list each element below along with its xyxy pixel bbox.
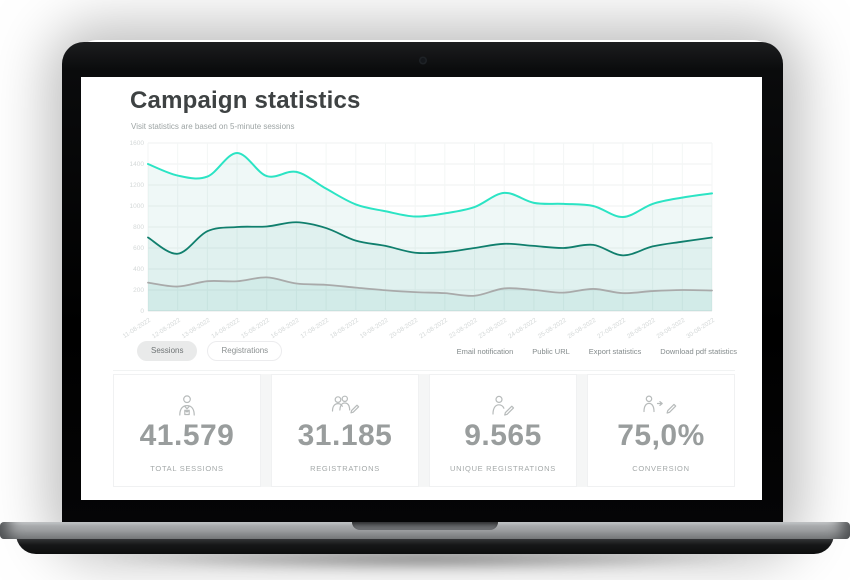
x-tick-label: 16-08-2022 xyxy=(270,317,301,341)
campaign-chart: 0200400600800100012001400160011-08-20221… xyxy=(122,140,717,340)
email-notification-link[interactable]: Email notification xyxy=(456,346,514,356)
stat-value-registrations: 31.185 xyxy=(297,419,393,452)
stat-card-total-sessions: 41.579 TOTAL SESSIONS xyxy=(113,374,261,487)
x-tick-label: 19-08-2022 xyxy=(359,317,390,341)
chart-action-links: Email notification Public URL Export sta… xyxy=(457,347,737,356)
page-subtitle: Visit statistics are based on 5-minute s… xyxy=(131,122,295,131)
stat-card-unique-registrations: 9.565 UNIQUE REGISTRATIONS xyxy=(429,374,577,487)
y-tick-label: 1600 xyxy=(130,140,145,147)
stat-card-registrations: 31.185 REGISTRATIONS xyxy=(271,374,419,487)
x-tick-label: 28-08-2022 xyxy=(626,317,657,341)
dashboard-screen: Campaign statistics Visit statistics are… xyxy=(81,77,762,500)
series-line-Sessions xyxy=(147,151,713,219)
user-pencil-icon xyxy=(492,395,515,416)
y-tick-label: 1200 xyxy=(130,182,145,189)
series-line-Unique registrations xyxy=(147,276,713,297)
stat-value-conversion: 75,0% xyxy=(617,419,705,452)
section-divider xyxy=(113,370,735,371)
x-tick-label: 30-08-2022 xyxy=(685,317,716,341)
x-tick-label: 12-08-2022 xyxy=(151,317,182,341)
x-tick-label: 21-08-2022 xyxy=(418,317,449,341)
x-tick-label: 13-08-2022 xyxy=(181,317,212,341)
stat-value-unique-registrations: 9.565 xyxy=(464,419,542,452)
dashboard-header: Campaign statistics Visit statistics are… xyxy=(130,87,361,131)
stat-label-conversion: CONVERSION xyxy=(632,464,690,473)
y-tick-label: 1000 xyxy=(130,203,145,210)
x-tick-label: 11-08-2022 xyxy=(122,317,153,340)
series-area-Unique registrations xyxy=(148,277,712,311)
stat-card-conversion: 75,0% CONVERSION xyxy=(587,374,735,487)
public-url-link[interactable]: Public URL xyxy=(532,346,570,356)
stat-value-total-sessions: 41.579 xyxy=(139,419,235,452)
laptop-base-notch xyxy=(352,522,498,530)
page-title: Campaign statistics xyxy=(130,87,361,114)
x-tick-label: 24-08-2022 xyxy=(507,317,538,341)
download-pdf-statistics-link[interactable]: Download pdf statistics xyxy=(660,346,737,356)
y-tick-label: 400 xyxy=(133,266,144,273)
x-tick-label: 29-08-2022 xyxy=(656,317,687,341)
x-tick-label: 23-08-2022 xyxy=(477,317,508,341)
y-tick-label: 1400 xyxy=(130,161,145,168)
x-tick-label: 26-08-2022 xyxy=(567,317,598,341)
tab-registrations[interactable]: Registrations xyxy=(207,341,283,361)
user-icon xyxy=(179,395,195,416)
y-tick-label: 200 xyxy=(133,287,144,294)
chart-controls-row: Sessions Registrations Email notificatio… xyxy=(137,341,737,361)
stat-label-registrations: REGISTRATIONS xyxy=(310,464,380,473)
user-arrow-pencil-icon xyxy=(643,395,677,414)
x-tick-label: 27-08-2022 xyxy=(596,317,627,341)
series-line-Registrations xyxy=(147,221,713,257)
y-tick-label: 0 xyxy=(140,308,144,315)
series-area-Sessions xyxy=(148,152,712,311)
y-tick-label: 600 xyxy=(133,245,144,252)
x-tick-label: 25-08-2022 xyxy=(537,317,568,341)
y-tick-label: 800 xyxy=(133,224,144,231)
chart-tabs: Sessions Registrations xyxy=(137,341,283,361)
stat-label-unique-registrations: UNIQUE REGISTRATIONS xyxy=(450,464,556,473)
laptop-camera-icon xyxy=(420,58,425,63)
x-tick-label: 22-08-2022 xyxy=(448,317,479,341)
stat-cards-row: 41.579 TOTAL SESSIONS 31.185 REGISTRATIO… xyxy=(113,374,735,487)
x-tick-label: 18-08-2022 xyxy=(329,317,360,341)
stat-label-total-sessions: TOTAL SESSIONS xyxy=(150,464,224,473)
tab-sessions[interactable]: Sessions xyxy=(137,341,198,361)
laptop-base xyxy=(0,522,850,539)
series-area-Registrations xyxy=(148,222,712,311)
export-statistics-link[interactable]: Export statistics xyxy=(588,346,642,356)
x-tick-label: 14-08-2022 xyxy=(210,317,241,341)
users-pencil-icon xyxy=(331,395,360,414)
x-tick-label: 20-08-2022 xyxy=(388,317,419,341)
laptop-base-underside xyxy=(16,534,834,554)
x-tick-label: 15-08-2022 xyxy=(240,317,271,341)
x-tick-label: 17-08-2022 xyxy=(299,317,330,341)
